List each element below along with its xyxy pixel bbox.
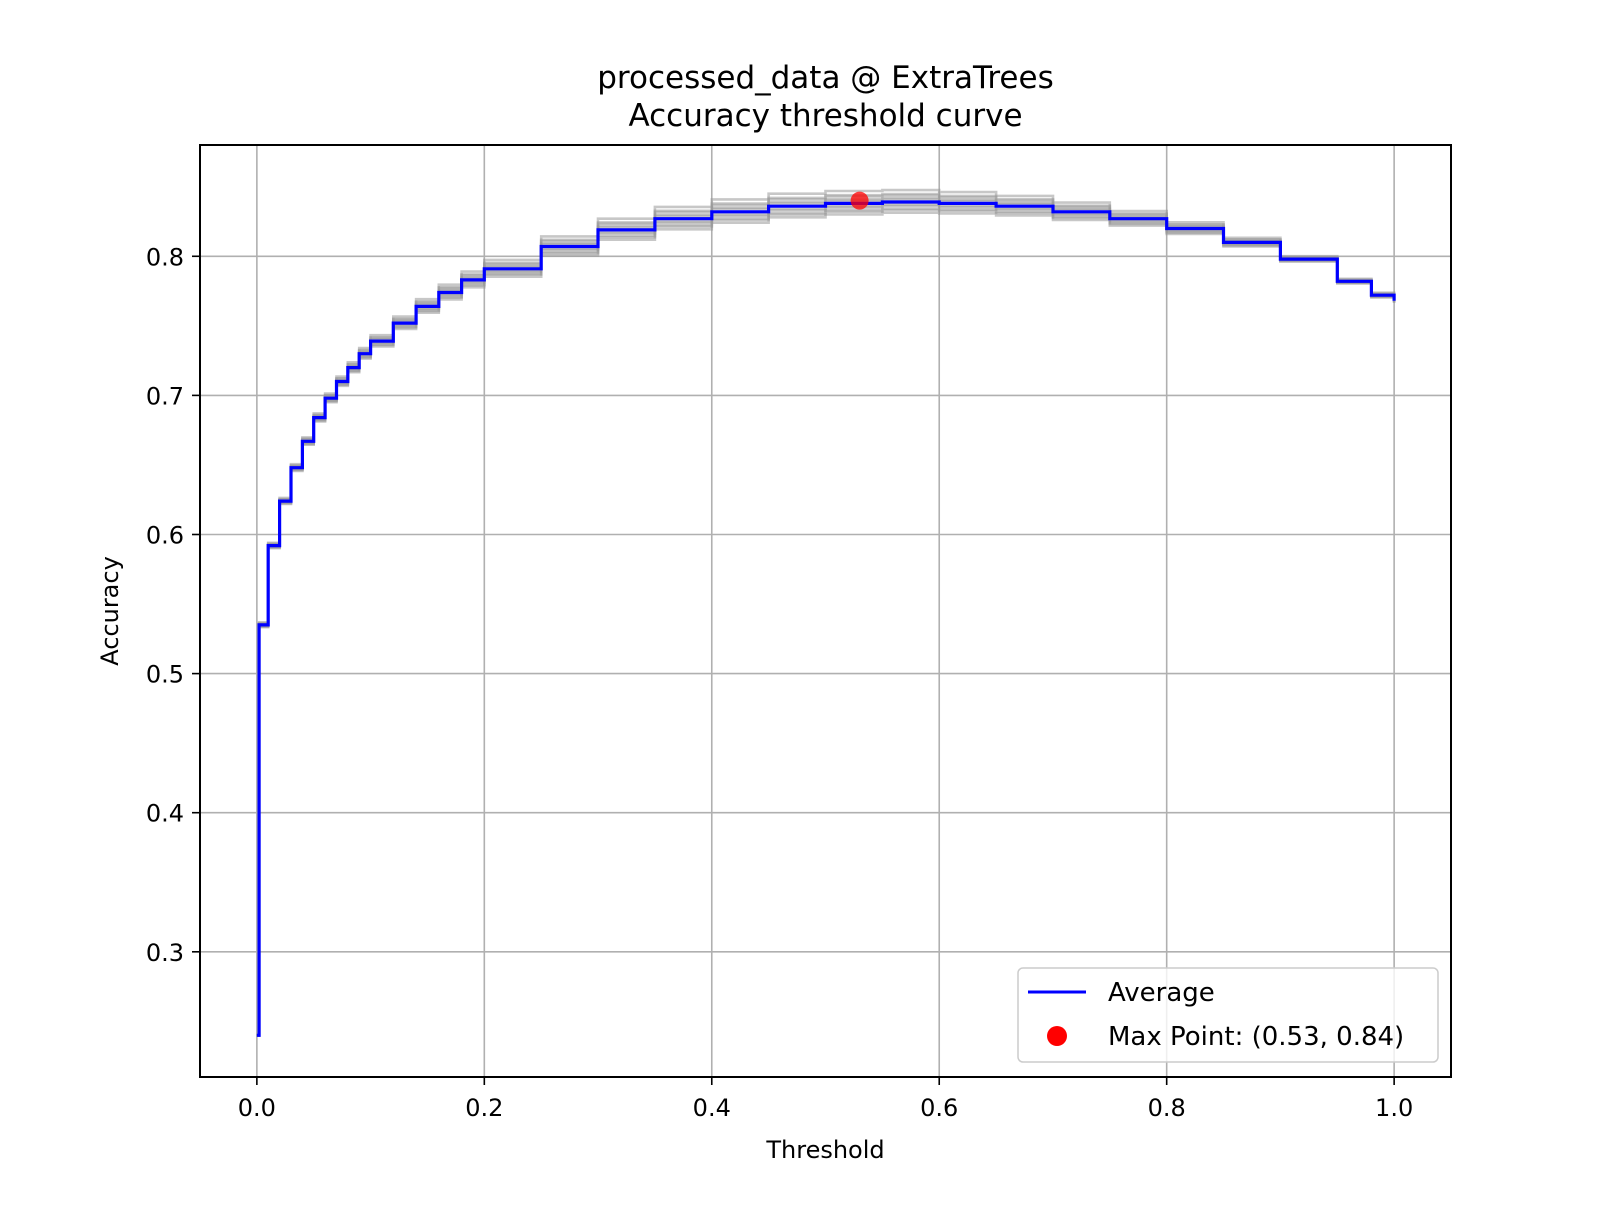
fold-curve bbox=[256, 194, 1396, 1037]
fold-curve bbox=[256, 196, 1396, 1037]
x-tick-label: 0.4 bbox=[693, 1094, 731, 1122]
fold-curve bbox=[256, 207, 1396, 1037]
x-tick-label: 1.0 bbox=[1375, 1094, 1413, 1122]
fold-curve bbox=[256, 211, 1396, 1037]
y-tick-label: 0.6 bbox=[146, 521, 184, 549]
y-axis-label: Accuracy bbox=[96, 556, 124, 666]
max-point-marker bbox=[850, 191, 869, 210]
fold-curve bbox=[256, 208, 1396, 1037]
fold-curve bbox=[256, 192, 1396, 1037]
chart-subtitle: Accuracy threshold curve bbox=[628, 98, 1022, 134]
average-line bbox=[256, 200, 1396, 1037]
y-tick-label: 0.8 bbox=[146, 243, 184, 271]
markers bbox=[850, 191, 869, 210]
grid bbox=[200, 145, 1451, 1077]
plot-frame bbox=[199, 144, 1452, 1078]
fold-curves bbox=[256, 188, 1396, 1037]
y-tick-label: 0.4 bbox=[146, 800, 184, 828]
x-tick-label: 0.0 bbox=[238, 1094, 276, 1122]
x-axis-label: Threshold bbox=[765, 1136, 884, 1164]
y-tick-label: 0.3 bbox=[146, 939, 184, 967]
x-tick-label: 0.6 bbox=[920, 1094, 958, 1122]
fold-curve bbox=[256, 188, 1396, 1037]
legend-max-point-swatch bbox=[1047, 1026, 1067, 1046]
x-tick-label: 0.2 bbox=[465, 1094, 503, 1122]
legend-max-point-label: Max Point: (0.53, 0.84) bbox=[1108, 1022, 1404, 1052]
legend-box bbox=[1017, 967, 1439, 1063]
y-tick-label: 0.5 bbox=[146, 661, 184, 689]
x-tick-label: 0.8 bbox=[1148, 1094, 1186, 1122]
fold-curve bbox=[256, 204, 1396, 1037]
fold-curve bbox=[256, 198, 1396, 1037]
legend: Average Max Point: (0.53, 0.84) bbox=[1017, 967, 1439, 1063]
legend-average-label: Average bbox=[1108, 978, 1215, 1008]
series bbox=[256, 200, 1396, 1037]
fold-curve bbox=[256, 203, 1396, 1037]
ticks: 0.0 0.2 0.4 0.6 0.8 1.0 0.3 0.4 0.5 0.6 0.7 0.8 bbox=[146, 243, 1413, 1122]
chart-title: processed_data @ ExtraTrees bbox=[597, 60, 1053, 96]
y-tick-label: 0.7 bbox=[146, 382, 184, 410]
